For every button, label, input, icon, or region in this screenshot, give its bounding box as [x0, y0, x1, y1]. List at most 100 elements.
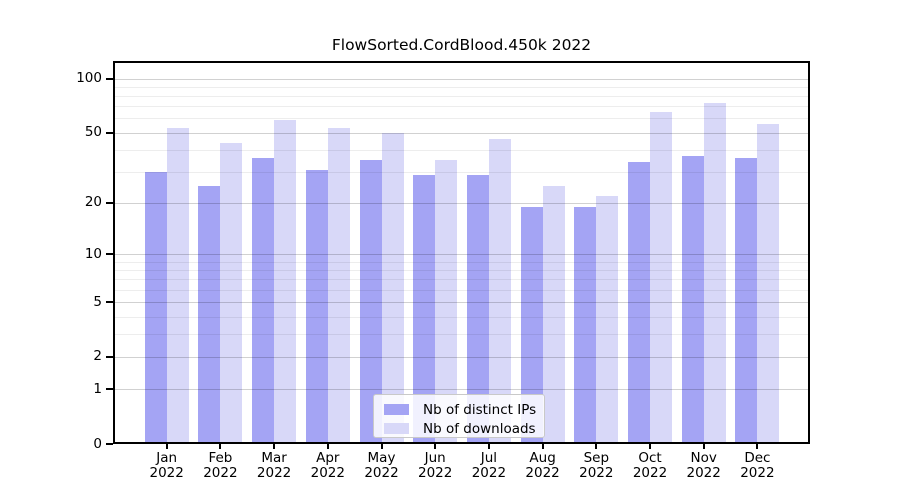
y-tick-label-5: 5	[93, 293, 102, 310]
x-label-year: 2022	[471, 465, 507, 481]
x-label-year: 2022	[203, 465, 238, 481]
x-label-month: Jul	[480, 450, 498, 466]
x-tick-label-Apr: Apr 2022	[296, 451, 360, 481]
x-label-month: Oct	[638, 450, 662, 466]
x-tick-Oct	[649, 444, 651, 449]
x-tick-Apr	[326, 444, 329, 449]
legend: Nb of distinct IPs Nb of downloads	[373, 394, 545, 438]
x-tick-label-Jul: Jul 2022	[457, 451, 521, 481]
x-label-year: 2022	[632, 465, 668, 481]
y-tick-100	[106, 77, 113, 80]
x-label-year: 2022	[579, 465, 614, 481]
y-tick-5	[106, 301, 113, 304]
x-label-month: Feb	[208, 450, 233, 466]
bar-ips-Aug	[520, 206, 543, 444]
x-tick-May	[380, 444, 383, 449]
plot-area: Nb of distinct IPs Nb of downloads	[113, 61, 810, 444]
bar-ips-Jul	[466, 174, 489, 444]
bar-ips-Sep	[574, 206, 597, 444]
x-tick-label-Dec: Dec 2022	[725, 451, 789, 481]
bar-ips-May	[359, 160, 382, 444]
x-tick-label-May: May 2022	[350, 451, 414, 481]
x-tick-label-Jun: Jun 2022	[403, 451, 467, 481]
x-label-month: Apr	[316, 450, 340, 466]
bar-ips-Feb	[198, 185, 221, 444]
bar-downloads-Nov	[703, 103, 726, 444]
x-tick-Nov	[702, 444, 705, 449]
x-tick-Mar	[273, 444, 276, 449]
bar-ips-Apr	[305, 169, 328, 444]
x-label-year: 2022	[740, 465, 775, 481]
bar-downloads-Sep	[596, 195, 619, 444]
x-label-year: 2022	[256, 465, 292, 481]
bar-downloads-Mar	[274, 119, 297, 444]
bar-ips-Mar	[252, 158, 275, 444]
bar-downloads-Dec	[757, 123, 780, 444]
y-tick-label-100: 100	[76, 70, 102, 86]
x-label-year: 2022	[686, 465, 721, 481]
x-label-month: Aug	[529, 450, 556, 466]
bar-downloads-Feb	[220, 142, 243, 444]
x-tick-Aug	[541, 444, 544, 449]
y-tick-label-0: 0	[93, 435, 102, 452]
bar-downloads-Aug	[542, 185, 565, 444]
x-tick-Sep	[595, 444, 598, 449]
x-tick-label-Oct: Oct 2022	[618, 451, 682, 481]
x-tick-Jan	[165, 444, 168, 449]
gridline-major-100	[113, 79, 810, 80]
x-tick-label-Mar: Mar 2022	[242, 451, 306, 481]
y-tick-50	[106, 131, 113, 134]
x-tick-label-Sep: Sep 2022	[564, 451, 628, 481]
bar-ips-Jan	[144, 172, 167, 444]
y-tick-label-50: 50	[84, 124, 102, 141]
y-tick-label-20: 20	[84, 194, 102, 211]
x-label-year: 2022	[364, 465, 399, 481]
legend-label-downloads: Nb of downloads	[423, 420, 536, 437]
chart-title: FlowSorted.CordBlood.450k 2022	[331, 36, 592, 54]
bar-ips-Dec	[735, 158, 758, 444]
bar-downloads-Jul	[488, 139, 511, 444]
x-label-year: 2022	[525, 465, 560, 481]
x-tick-label-Aug: Aug 2022	[511, 451, 575, 481]
legend-swatch-downloads	[384, 423, 409, 434]
x-tick-Jun	[434, 444, 437, 449]
y-tick-1	[106, 388, 113, 391]
bar-ips-Jun	[413, 174, 436, 444]
x-tick-label-Nov: Nov 2022	[672, 451, 736, 481]
legend-row-ips: Nb of distinct IPs	[384, 400, 544, 419]
x-label-month: Jun	[424, 450, 446, 466]
bar-downloads-Apr	[327, 128, 350, 444]
y-tick-label-2: 2	[93, 348, 102, 365]
x-tick-Feb	[219, 444, 222, 449]
x-label-year: 2022	[418, 465, 453, 481]
gridline-minor-90	[113, 87, 810, 88]
x-label-month: Sep	[583, 450, 610, 466]
x-label-month: Mar	[261, 450, 287, 466]
legend-label-ips: Nb of distinct IPs	[423, 401, 537, 418]
x-tick-Dec	[756, 444, 759, 449]
x-label-month: Jan	[156, 450, 178, 466]
bar-downloads-May	[381, 132, 404, 444]
y-tick-20	[106, 201, 113, 204]
gridline-minor-80	[113, 96, 810, 97]
x-tick-label-Jan: Jan 2022	[135, 451, 199, 481]
x-tick-label-Feb: Feb 2022	[188, 451, 252, 481]
x-label-year: 2022	[310, 465, 345, 481]
legend-row-downloads: Nb of downloads	[384, 419, 544, 438]
bar-downloads-Jan	[166, 128, 189, 444]
x-tick-Jul	[487, 444, 490, 449]
x-label-year: 2022	[149, 465, 184, 481]
y-tick-0	[106, 443, 113, 445]
bar-ips-Oct	[628, 162, 650, 444]
bar-downloads-Jun	[435, 160, 458, 444]
bar-ips-Nov	[681, 155, 704, 444]
y-tick-label-1: 1	[93, 380, 102, 397]
bar-downloads-Oct	[650, 112, 672, 444]
x-label-month: Dec	[744, 450, 771, 466]
x-label-month: Nov	[690, 450, 717, 466]
y-tick-10	[106, 253, 113, 256]
x-label-month: May	[367, 450, 396, 466]
y-tick-2	[106, 355, 113, 358]
legend-swatch-ips	[384, 404, 409, 415]
